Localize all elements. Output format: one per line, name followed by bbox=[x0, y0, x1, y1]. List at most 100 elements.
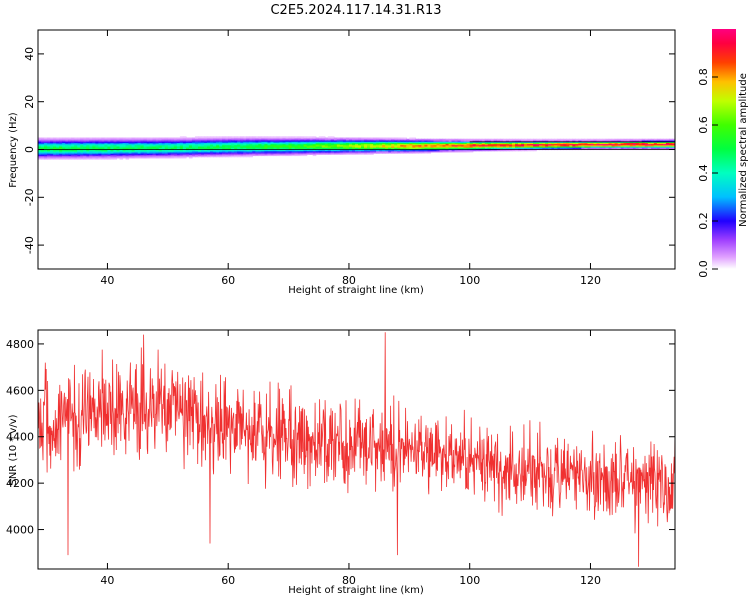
heatmap-cell bbox=[511, 142, 516, 145]
heatmap-cell bbox=[255, 144, 259, 147]
heatmap-cell bbox=[65, 149, 69, 152]
heatmap-cell bbox=[198, 143, 202, 146]
figure-title: C2E5.2024.117.14.31.R13 bbox=[270, 3, 441, 18]
heatmap-cell bbox=[173, 153, 178, 155]
heatmap-cell bbox=[158, 138, 163, 141]
heatmap-cell bbox=[647, 143, 652, 146]
heatmap-cell bbox=[294, 143, 299, 146]
heatmap-cell bbox=[554, 144, 558, 147]
heatmap-cell bbox=[188, 141, 193, 143]
heatmap-cell bbox=[282, 151, 287, 154]
heatmap-cell bbox=[475, 139, 480, 142]
heatmap-cell bbox=[62, 155, 66, 158]
heatmap-cell bbox=[207, 137, 211, 140]
heatmap-cell bbox=[306, 139, 311, 142]
heatmap-cell bbox=[74, 151, 78, 154]
heatmap-cell bbox=[403, 150, 407, 153]
heatmap-cell bbox=[146, 139, 151, 142]
heatmap-cell bbox=[107, 147, 112, 149]
heatmap-cell bbox=[249, 138, 253, 141]
heatmap-cell bbox=[207, 150, 211, 153]
heatmap-cell bbox=[527, 142, 531, 145]
heatmap-cell bbox=[161, 141, 166, 143]
heatmap-cell bbox=[300, 138, 305, 141]
heatmap-cell bbox=[198, 150, 202, 153]
heatmap-cell bbox=[330, 150, 335, 153]
heatmap-cell bbox=[134, 156, 139, 159]
heatmap-cell bbox=[149, 156, 154, 159]
heatmap-cell bbox=[179, 144, 184, 147]
heatmap-cell bbox=[659, 139, 664, 142]
heatmap-cell bbox=[107, 143, 112, 146]
heatmap-cell bbox=[406, 151, 410, 154]
heatmap-cell bbox=[47, 153, 51, 155]
heatmap-cell bbox=[379, 145, 383, 148]
heatmap-cell bbox=[68, 147, 72, 149]
heatmap-cell bbox=[231, 139, 235, 142]
heatmap-cell bbox=[50, 153, 54, 155]
heatmap-cell bbox=[487, 139, 492, 142]
heatmap-cell bbox=[44, 153, 48, 155]
heatmap-cell bbox=[273, 145, 278, 148]
heatmap-cell bbox=[95, 156, 99, 159]
heatmap-cell bbox=[487, 145, 492, 148]
heatmap-cell bbox=[327, 151, 332, 154]
heatmap-cell bbox=[481, 143, 486, 146]
heatmap-cell bbox=[176, 151, 181, 154]
heatmap-cell bbox=[339, 144, 344, 147]
heatmap-cell bbox=[71, 154, 75, 157]
heatmap-cell bbox=[131, 144, 136, 147]
heatmap-cell bbox=[246, 137, 250, 140]
heatmap-cell bbox=[291, 141, 296, 143]
heatmap-cell bbox=[575, 143, 579, 146]
heatmap-cell bbox=[566, 139, 570, 142]
heatmap-cell bbox=[44, 137, 48, 140]
heatmap-cell bbox=[478, 138, 483, 141]
heatmap-cell bbox=[267, 142, 272, 145]
heatmap-cell bbox=[433, 149, 438, 152]
heatmap-cell bbox=[300, 149, 305, 152]
heatmap-cell bbox=[62, 150, 66, 153]
heatmap-cell bbox=[409, 141, 413, 143]
heatmap-cell bbox=[38, 144, 42, 147]
heatmap-cell bbox=[59, 143, 63, 146]
heatmap-cell bbox=[80, 138, 84, 141]
heatmap-cell bbox=[285, 150, 290, 153]
heatmap-cell bbox=[315, 139, 320, 142]
heatmap-cell bbox=[98, 155, 102, 158]
heatmap-cell bbox=[65, 142, 69, 145]
y-tick-label: -20 bbox=[23, 188, 36, 206]
heatmap-cell bbox=[665, 147, 670, 149]
heatmap-cell bbox=[608, 143, 613, 146]
heatmap-cell bbox=[445, 149, 450, 152]
heatmap-cell bbox=[342, 151, 347, 154]
heatmap-cell bbox=[213, 151, 217, 154]
heatmap-cell bbox=[300, 154, 305, 157]
heatmap-cell bbox=[59, 145, 63, 148]
heatmap-cell bbox=[451, 138, 456, 141]
heatmap-cell bbox=[104, 154, 109, 157]
heatmap-cell bbox=[228, 136, 232, 139]
heatmap-cell bbox=[499, 144, 504, 147]
heatmap-cell bbox=[270, 150, 275, 153]
heatmap-cell bbox=[348, 149, 353, 152]
heatmap-cell bbox=[56, 144, 60, 147]
heatmap-cell bbox=[351, 141, 356, 143]
heatmap-cell bbox=[361, 149, 365, 152]
heatmap-cell bbox=[113, 154, 118, 157]
heatmap-cell bbox=[294, 149, 299, 152]
heatmap-cell bbox=[149, 142, 154, 145]
heatmap-cell bbox=[155, 143, 160, 146]
heatmap-cell bbox=[276, 143, 281, 146]
heatmap-cell bbox=[65, 150, 69, 153]
heatmap-cell bbox=[225, 141, 229, 143]
heatmap-cell bbox=[222, 153, 226, 155]
heatmap-cell bbox=[361, 153, 365, 155]
heatmap-cell bbox=[539, 142, 543, 145]
heatmap-cell bbox=[143, 150, 148, 153]
heatmap-cell bbox=[593, 139, 598, 142]
heatmap-cell bbox=[294, 147, 299, 149]
heatmap-cell bbox=[596, 144, 601, 147]
heatmap-cell bbox=[662, 144, 667, 147]
